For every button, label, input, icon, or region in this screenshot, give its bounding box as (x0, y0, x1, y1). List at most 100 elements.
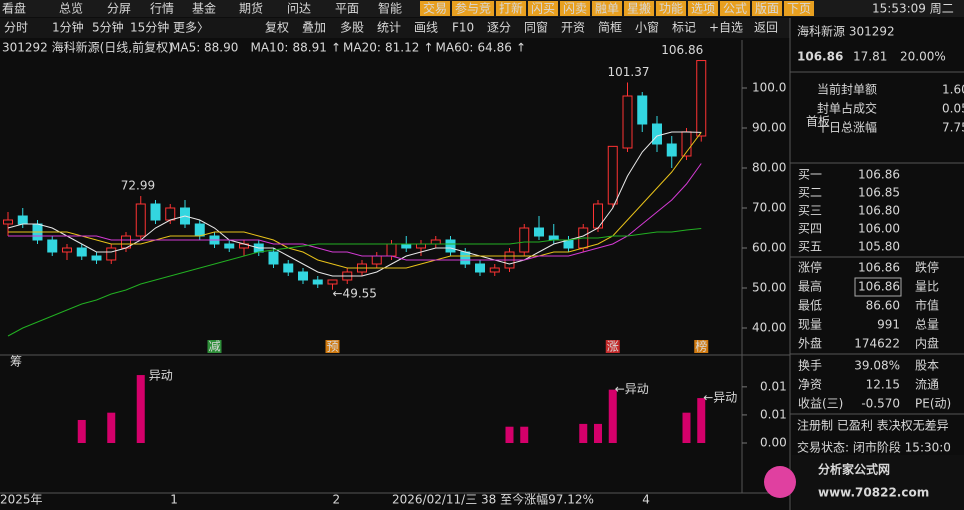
candle-body (637, 95, 648, 125)
logo: 分析家公式网 (818, 462, 890, 477)
marker: 涨 (607, 339, 619, 354)
y-tick-label: 60.00 (752, 241, 786, 255)
candle-body (489, 267, 500, 273)
legend-name: MA60: (436, 41, 474, 55)
candle-body (165, 207, 176, 221)
tool-button[interactable]: 15分钟 (130, 20, 169, 35)
menu-item[interactable]: 智能 (378, 1, 402, 16)
trade-state: 交易状态: 闭市阶段 15:30:0 (797, 440, 951, 455)
menu-item[interactable]: 问达 (287, 2, 311, 16)
tool-button[interactable]: 5分钟 (92, 20, 124, 35)
logo-url: www.70822.com (818, 486, 929, 500)
tool-button[interactable]: 小窗 (635, 21, 659, 35)
toolbar-button[interactable]: 闪买 (531, 2, 555, 16)
menu-item[interactable]: 期货 (239, 1, 263, 16)
button-bg (720, 1, 750, 16)
toolbar-button[interactable]: 下页 (787, 2, 811, 16)
candle-body (76, 247, 87, 257)
ma-line (7, 228, 702, 337)
tool-button[interactable]: 更多〉 (173, 21, 209, 35)
tool-button[interactable]: 简框 (598, 21, 622, 35)
candle-body (445, 239, 456, 253)
y-tick-label: 100.0 (752, 81, 786, 95)
legend-trend: ↑ (331, 41, 341, 55)
menu-item[interactable]: 分屏 (107, 2, 131, 16)
toolbar-button[interactable]: 公式 (723, 2, 747, 16)
signal-bar (136, 375, 145, 443)
button-bg (688, 1, 718, 16)
chart-title: 301292 海科新源(日线,前复权) (2, 40, 173, 55)
x-tick-label: 2 (333, 493, 341, 507)
toolbar-button[interactable]: 参与竞 (455, 1, 491, 16)
x-tick-label: 1 (170, 493, 178, 507)
marker-box (207, 340, 222, 353)
tool-button[interactable]: F10 (452, 21, 474, 35)
stat-label: 换手 (798, 359, 822, 373)
candle-body (298, 271, 308, 281)
legend-name: MA10: (251, 41, 289, 55)
toolbar-button[interactable]: 交易 (423, 1, 447, 16)
candle-body (401, 243, 412, 249)
tool-button[interactable]: 画线 (414, 21, 438, 35)
menu-item[interactable]: 行情 (150, 2, 174, 16)
tool-button[interactable]: 开资 (561, 21, 585, 35)
menu-item[interactable]: 基金 (192, 1, 216, 16)
button-bg (528, 1, 558, 16)
tool-button[interactable]: 叠加 (302, 21, 326, 35)
button-bg (784, 1, 814, 16)
price-annotation: 101.37 (608, 65, 650, 79)
tool-button[interactable]: 1分钟 (52, 20, 84, 35)
tool-button[interactable]: 标记 (672, 21, 696, 35)
tool-button[interactable]: 分时 (4, 21, 28, 35)
y-tick-label: 0.01 (760, 407, 787, 421)
menu-item[interactable]: 平面 (335, 2, 359, 16)
candle-body (327, 279, 338, 285)
y-tick-label: 0.00 (760, 436, 787, 450)
price-annotation: 106.86 (661, 43, 703, 57)
price: 106.86 (797, 50, 843, 64)
candle-body (416, 243, 426, 249)
menu-item[interactable]: 总览 (59, 1, 83, 16)
y-tick-label: 50.00 (752, 281, 786, 295)
toolbar-button[interactable]: 功能 (659, 2, 683, 16)
toolbar-button[interactable]: 闪卖 (563, 2, 587, 16)
candle-body (312, 279, 323, 285)
toolbar-button[interactable]: 打新 (499, 1, 523, 16)
ma-line (8, 132, 702, 269)
candle-body (3, 219, 13, 225)
menu-item[interactable]: 看盘 (2, 1, 26, 16)
toolbar-button[interactable]: 版面 (755, 2, 779, 16)
y-tick-label: 0.01 (760, 379, 787, 393)
price-annotation: 72.99 (121, 179, 155, 193)
highlight-box (854, 277, 902, 297)
candle-body (62, 247, 72, 253)
candle-body (652, 123, 662, 145)
tool-button[interactable]: 同窗 (524, 21, 548, 35)
button-bg (420, 1, 450, 16)
toolbar-button[interactable]: 选项 (691, 2, 715, 16)
tool-button[interactable]: 逐分 (487, 21, 511, 35)
stat-value: 174622 (854, 337, 900, 351)
signal-bar (505, 426, 514, 443)
tool-button[interactable]: 复权 (265, 21, 289, 35)
candle-body (91, 255, 102, 261)
candle-body (268, 251, 279, 265)
tool-button[interactable]: +自选 (709, 21, 743, 35)
stat-label: PE(动) (915, 397, 951, 411)
legend-value: 64.86 (478, 41, 512, 55)
tool-button[interactable]: 返回 (754, 21, 778, 35)
stat-label: 流通 (915, 378, 939, 392)
toolbar-button[interactable]: 融单 (595, 2, 619, 16)
signal-bar (579, 423, 588, 443)
seal-value: 0.05 (942, 102, 964, 116)
ma-line (8, 163, 702, 261)
ma-line (7, 131, 702, 277)
tool-button[interactable]: 统计 (377, 21, 401, 35)
tool-button[interactable]: 多股 (340, 21, 364, 35)
candle-body (430, 239, 441, 245)
candle-body (666, 143, 677, 157)
toolbar-button[interactable]: 星搬 (627, 1, 651, 16)
stat-value: 12.15 (866, 378, 900, 392)
stat-value: 39.08% (854, 359, 900, 373)
